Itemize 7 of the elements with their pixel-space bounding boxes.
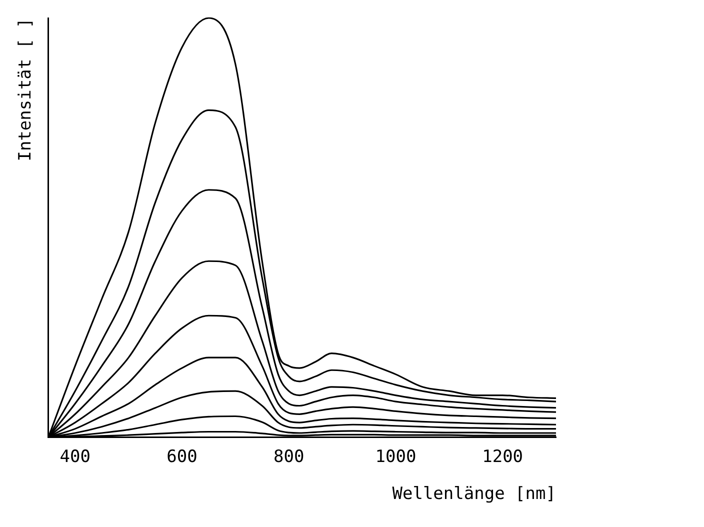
x-tick-label: 1200 <box>482 446 524 467</box>
x-axis-title: Wellenlänge [nm] <box>392 484 556 504</box>
x-tick-label: 600 <box>166 446 198 467</box>
x-tick-label: 1000 <box>375 446 416 467</box>
x-tick-label: 800 <box>273 446 304 467</box>
x-tick-label: 400 <box>60 446 90 467</box>
y-axis-title: Intensität [ ] <box>16 18 36 162</box>
